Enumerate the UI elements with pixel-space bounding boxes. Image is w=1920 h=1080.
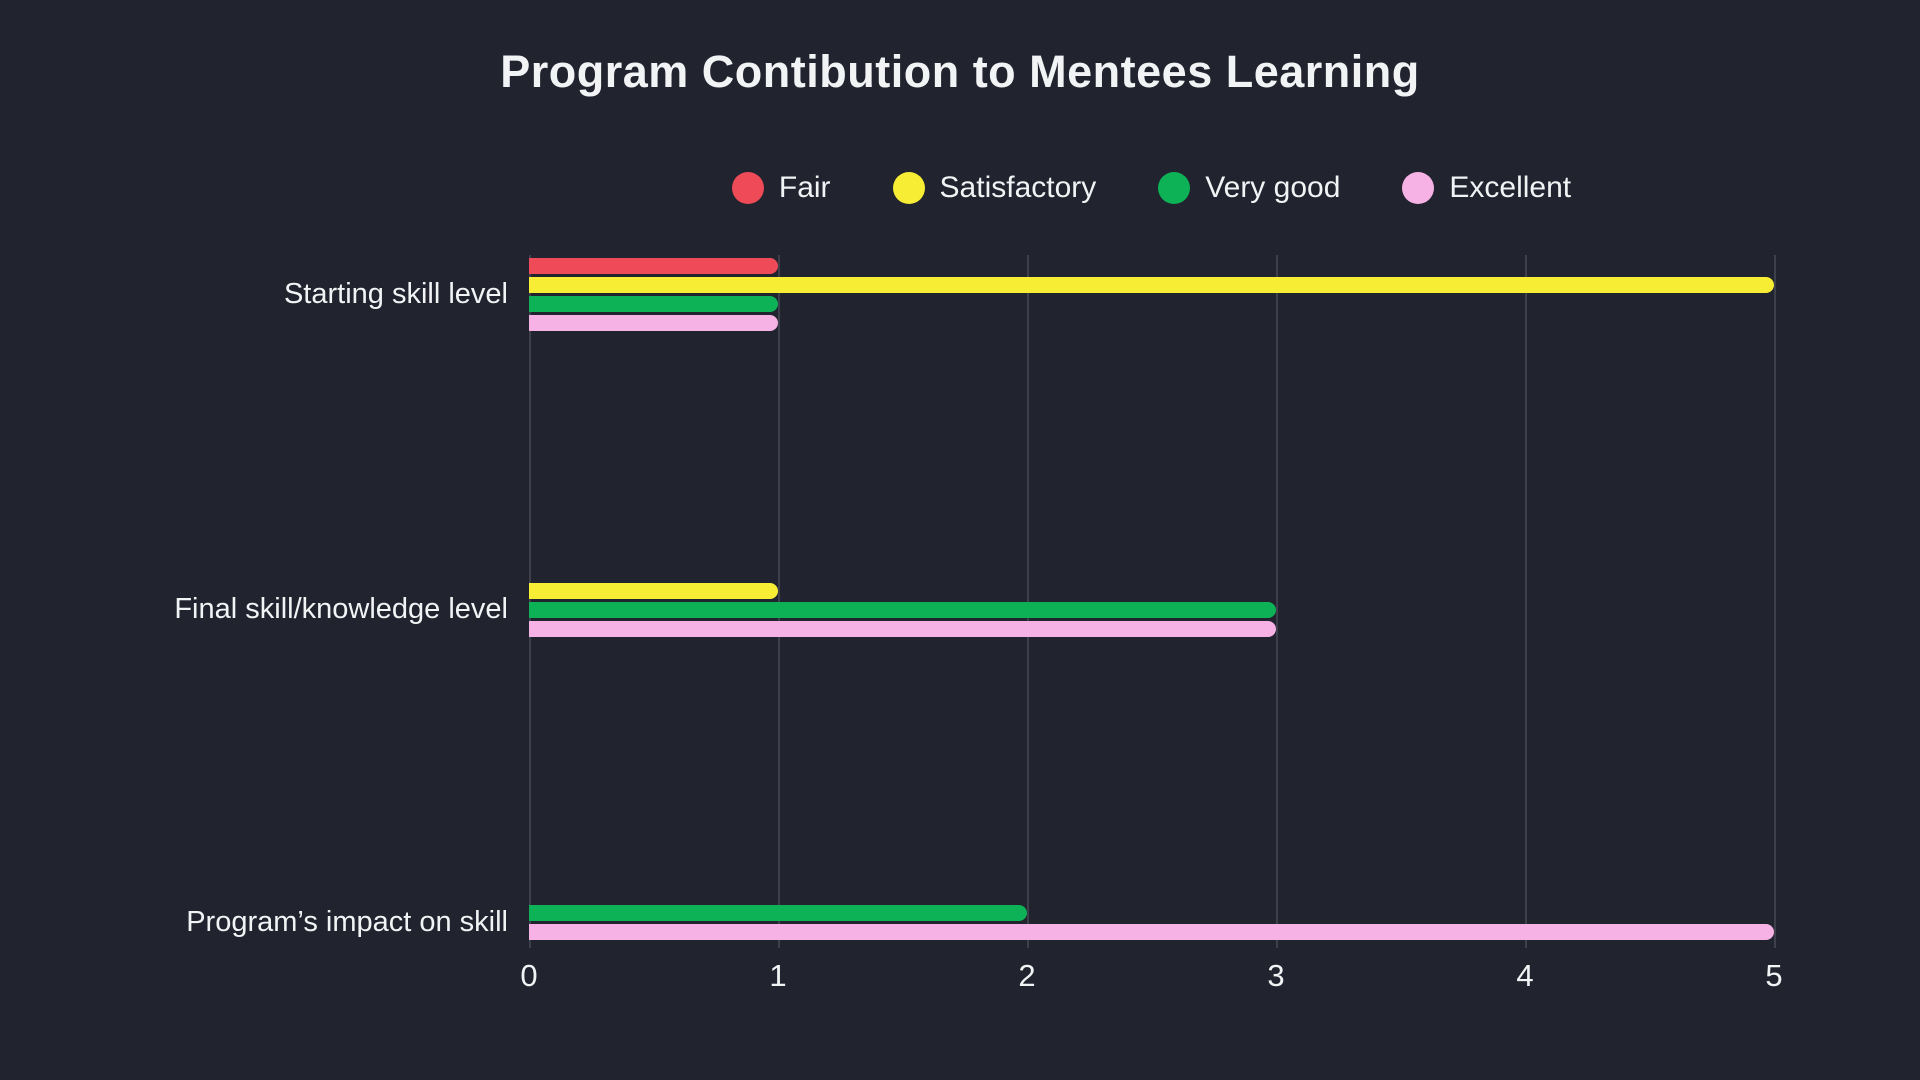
gridline-4: [1525, 255, 1527, 948]
bar-stack: [529, 905, 1774, 940]
fair-circle-icon: [731, 172, 764, 204]
category-label-final-skill-knowledge-level: Final skill/knowledge level: [174, 593, 508, 626]
bar-satisfactory-starting-skill-level: [529, 277, 1774, 293]
bar-stack: [529, 258, 1774, 331]
gridline-5: [1774, 255, 1776, 948]
legend-label-very-good: Very good: [1205, 171, 1341, 204]
bar-very-good-final-skill-knowledge-level: [529, 602, 1276, 618]
bar-excellent-starting-skill-level: [529, 315, 778, 331]
legend-label-excellent: Excellent: [1449, 171, 1572, 204]
x-tick-label-4: 4: [1516, 958, 1534, 993]
gridline-2: [1027, 255, 1029, 948]
legend: Fair Satisfactory Very good Excellent: [529, 168, 1774, 208]
bar-stack: [529, 583, 1774, 637]
bar-fair-starting-skill-level: [529, 258, 778, 274]
satisfactory-circle-icon: [892, 172, 925, 204]
legend-item-excellent[interactable]: Excellent: [1402, 171, 1571, 205]
legend-label-satisfactory: Satisfactory: [939, 171, 1097, 204]
legend-item-satisfactory[interactable]: Satisfactory: [892, 171, 1097, 205]
category-row-final-skill-knowledge-level: Final skill/knowledge level: [0, 583, 1774, 637]
category-label-cell: Final skill/knowledge level: [0, 583, 529, 637]
legend-label-fair: Fair: [778, 171, 831, 204]
very-good-circle-icon: [1158, 172, 1191, 204]
chart-title: Program Contibution to Mentees Learning: [500, 46, 1420, 97]
gridline-3: [1276, 255, 1278, 948]
category-row-starting-skill-level: Starting skill level: [0, 258, 1774, 331]
x-tick-label-3: 3: [1267, 958, 1285, 993]
x-tick-label-2: 2: [1018, 958, 1036, 993]
plot-area: Starting skill level Final skill/knowledg…: [0, 255, 1920, 948]
category-label-program-s-impact-on-skill: Program’s impact on skill: [186, 905, 508, 938]
bar-excellent-program-s-impact-on-skill: [529, 924, 1774, 940]
bar-very-good-program-s-impact-on-skill: [529, 905, 1027, 921]
bar-very-good-starting-skill-level: [529, 296, 778, 312]
legend-item-very-good[interactable]: Very good: [1158, 171, 1340, 205]
x-tick-label-0: 0: [520, 958, 538, 993]
category-label-starting-skill-level: Starting skill level: [283, 277, 508, 310]
excellent-circle-icon: [1402, 172, 1435, 204]
gridline-0: [529, 255, 531, 948]
category-label-cell: Starting skill level: [0, 258, 529, 331]
x-axis: 0 1 2 3 4 5: [0, 958, 1920, 1008]
legend-item-fair[interactable]: Fair: [731, 171, 831, 205]
x-tick-label-5: 5: [1765, 958, 1783, 993]
bar-excellent-final-skill-knowledge-level: [529, 621, 1276, 637]
bar-satisfactory-final-skill-knowledge-level: [529, 583, 778, 599]
gridline-1: [778, 255, 780, 948]
category-row-program-s-impact-on-skill: Program’s impact on skill: [0, 905, 1774, 940]
x-tick-label-1: 1: [769, 958, 787, 993]
category-label-cell: Program’s impact on skill: [0, 905, 529, 940]
